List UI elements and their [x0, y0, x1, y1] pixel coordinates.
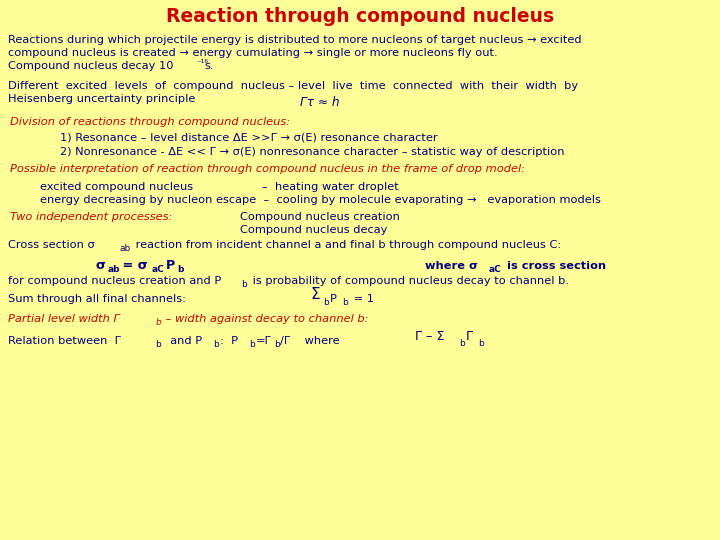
Text: b: b — [323, 298, 329, 307]
Text: b: b — [177, 265, 184, 274]
Text: Γ: Γ — [466, 330, 473, 343]
Text: b: b — [213, 340, 219, 349]
Text: Cross section σ: Cross section σ — [8, 240, 95, 250]
Text: = 1: = 1 — [350, 294, 374, 304]
Text: b: b — [155, 340, 161, 349]
Text: Division of reactions through compound nucleus:: Division of reactions through compound n… — [10, 117, 290, 127]
Text: Heisenberg uncertainty principle: Heisenberg uncertainty principle — [8, 94, 195, 104]
Text: Γτ ≈ h: Γτ ≈ h — [300, 96, 340, 109]
Text: is probability of compound nucleus decay to channel b.: is probability of compound nucleus decay… — [249, 276, 569, 286]
Text: aC: aC — [489, 265, 502, 274]
Text: b: b — [478, 339, 484, 348]
Text: excited compound nucleus                   –  heating water droplet: excited compound nucleus – heating water… — [40, 182, 399, 192]
Text: Compound nucleus creation: Compound nucleus creation — [240, 212, 400, 222]
Text: b: b — [156, 318, 162, 327]
Text: reaction from incident channel a and final b through compound nucleus C:: reaction from incident channel a and fin… — [132, 240, 562, 250]
Text: b: b — [274, 340, 280, 349]
Text: Σ: Σ — [310, 287, 320, 302]
Text: Compound nucleus decay: Compound nucleus decay — [240, 225, 387, 235]
Text: Different  excited  levels  of  compound  nucleus – level  live  time  connected: Different excited levels of compound nuc… — [8, 81, 578, 91]
Text: Possible interpretation of reaction through compound nucleus in the frame of dro: Possible interpretation of reaction thro… — [10, 164, 525, 174]
Text: =Γ: =Γ — [256, 336, 271, 346]
Text: – width against decay to channel b:: – width against decay to channel b: — [162, 314, 369, 324]
Text: P: P — [330, 294, 337, 304]
Text: 2) Nonresonance - ΔE << Γ → σ(E) nonresonance character – statistic way of descr: 2) Nonresonance - ΔE << Γ → σ(E) nonreso… — [60, 147, 564, 157]
Text: b: b — [249, 340, 255, 349]
Text: P: P — [166, 259, 175, 272]
Text: b: b — [241, 280, 247, 289]
Text: Sum through all final channels:: Sum through all final channels: — [8, 294, 186, 304]
Text: Γ – Σ: Γ – Σ — [415, 330, 444, 343]
Text: 1) Resonance – level distance ΔE >>Γ → σ(E) resonance character: 1) Resonance – level distance ΔE >>Γ → σ… — [60, 132, 438, 142]
Text: σ: σ — [95, 259, 105, 272]
Text: Reactions during which projectile energy is distributed to more nucleons of targ: Reactions during which projectile energy… — [8, 35, 582, 45]
Text: ⁻¹⁶: ⁻¹⁶ — [196, 59, 208, 68]
Text: compound nucleus is created → energy cumulating → single or more nucleons fly ou: compound nucleus is created → energy cum… — [8, 48, 498, 58]
Text: b: b — [342, 298, 348, 307]
Text: energy decreasing by nucleon escape  –  cooling by molecule evaporating →   evap: energy decreasing by nucleon escape – co… — [40, 195, 601, 205]
Text: s.: s. — [204, 61, 214, 71]
Text: Partial level width Γ: Partial level width Γ — [8, 314, 120, 324]
Text: for compound nucleus creation and P: for compound nucleus creation and P — [8, 276, 221, 286]
Text: where σ: where σ — [425, 261, 478, 271]
Text: ab: ab — [120, 244, 131, 253]
Text: :  P: : P — [220, 336, 238, 346]
Text: /Γ    where: /Γ where — [280, 336, 340, 346]
Text: Two independent processes:: Two independent processes: — [10, 212, 172, 222]
Text: Compound nucleus decay 10: Compound nucleus decay 10 — [8, 61, 174, 71]
Text: Reaction through compound nucleus: Reaction through compound nucleus — [166, 7, 554, 26]
Text: = σ: = σ — [118, 259, 148, 272]
Text: and P: and P — [163, 336, 202, 346]
Text: Relation between  Γ: Relation between Γ — [8, 336, 121, 346]
Text: is cross section: is cross section — [503, 261, 606, 271]
Text: b: b — [459, 339, 464, 348]
Text: aC: aC — [152, 265, 165, 274]
Text: ab: ab — [108, 265, 120, 274]
